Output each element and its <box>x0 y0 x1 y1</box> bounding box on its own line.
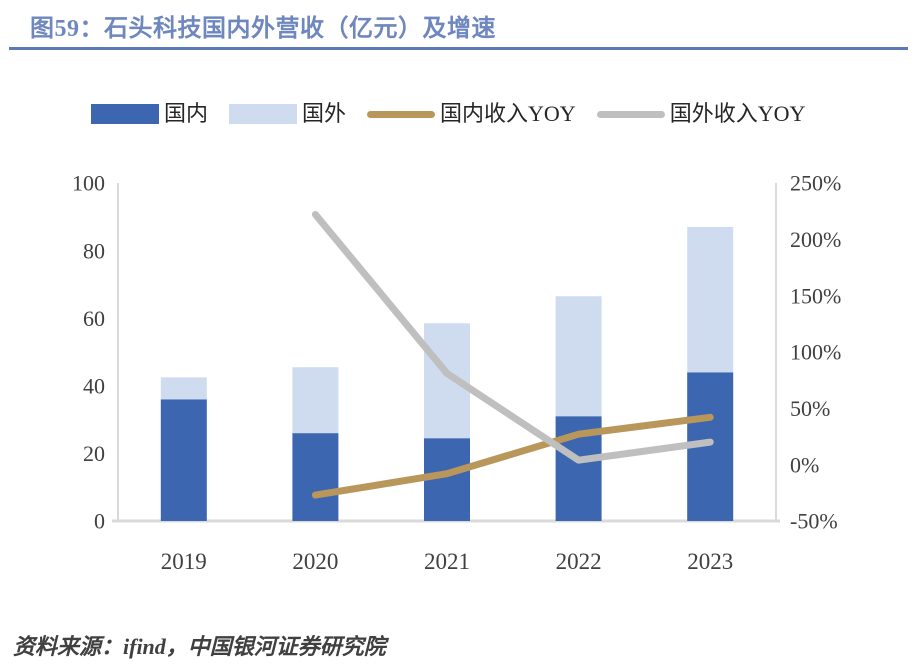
bar-overseas-2023 <box>687 226 734 373</box>
legend-item-domestic: 国内 <box>91 103 208 125</box>
title-underline <box>9 47 908 50</box>
legend-label-overseas-yoy: 国外收入YOY <box>669 101 806 126</box>
legend-item-overseas: 国外 <box>229 103 346 125</box>
figure-title: 图59：石头科技国内外营收（亿元）及增速 <box>30 16 496 42</box>
bar-domestic-2020 <box>292 433 339 521</box>
x-axis-label: 2020 <box>292 549 338 574</box>
y-axis-left-tick-label: 40 <box>83 374 105 399</box>
y-axis-right-tick-label: 100% <box>790 340 841 365</box>
y-axis-right-tick-label: -50% <box>790 509 838 534</box>
line-domestic-yoy <box>311 413 714 499</box>
y-axis-left-tick-label: 80 <box>83 238 105 263</box>
legend-swatch-overseas-yoy <box>596 110 665 118</box>
legend-swatch-domestic <box>91 104 159 124</box>
y-axis-right-tick-label: 150% <box>790 283 841 308</box>
y-axis-right-tick-label: 200% <box>790 227 841 252</box>
bar-domestic-2019 <box>160 399 207 521</box>
legend: 国内 国外 国内收入YOY 国外收入YOY <box>91 100 805 128</box>
legend-label-domestic-yoy: 国内收入YOY <box>440 101 576 126</box>
y-axis-left-tick-label: 0 <box>94 509 105 534</box>
combo-chart: 0 20 40 60 80 100 -50% 0% 50% 100% 150% 200% 250% 201… <box>72 171 841 574</box>
bar-overseas-2022 <box>555 296 602 417</box>
source-note: 资料来源：ifind，中国银河证券研究院 <box>13 634 386 659</box>
legend-swatch-domestic-yoy <box>367 110 436 118</box>
x-axis-label: 2022 <box>556 549 602 574</box>
x-axis-label: 2021 <box>424 549 470 574</box>
bar-overseas-2020 <box>292 367 339 434</box>
y-axis-left-tick-label: 60 <box>83 306 105 331</box>
y-axis-left-tick-label: 100 <box>72 171 105 196</box>
legend-item-domestic-yoy: 国内收入YOY <box>367 103 576 125</box>
bar-overseas-2019 <box>160 377 207 400</box>
line-overseas-yoy <box>311 211 714 464</box>
y-axis-right-tick-label: 250% <box>790 171 841 196</box>
legend-label-domestic: 国内 <box>164 101 209 126</box>
y-axis-right-tick-label: 0% <box>790 452 819 477</box>
y-axis-right-tick-label: 50% <box>790 396 830 421</box>
legend-swatch-overseas <box>229 104 298 124</box>
y-axis-left-tick-label: 20 <box>83 441 105 466</box>
legend-item-overseas-yoy: 国外收入YOY <box>596 101 806 126</box>
x-axis-label: 2019 <box>161 549 207 574</box>
legend-label-overseas: 国外 <box>302 101 347 126</box>
x-axis-label: 2023 <box>687 549 733 574</box>
